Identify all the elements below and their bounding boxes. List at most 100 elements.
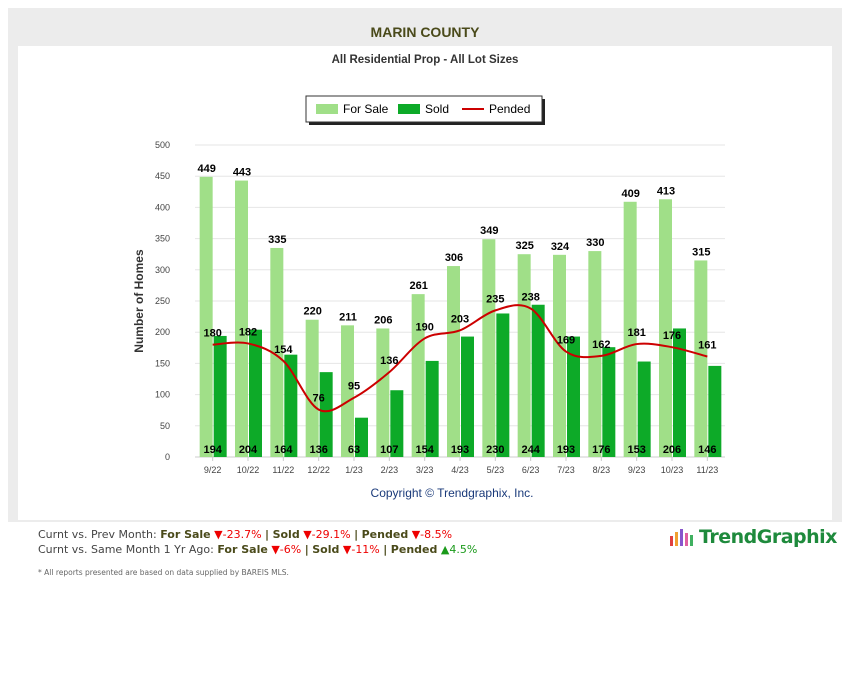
legend-label-pended: Pended [489, 102, 530, 116]
bar-for-sale [694, 260, 708, 457]
trendgraphix-logo[interactable]: TrendGraphix [668, 526, 837, 548]
data-label-pended: 154 [274, 344, 293, 356]
x-tick-label: 6/23 [522, 465, 540, 475]
data-label-sold: 136 [309, 444, 327, 456]
data-label-sold: 193 [451, 444, 469, 456]
for-sale-change: -23.7% [222, 528, 262, 541]
y-tick-label: 450 [155, 171, 170, 181]
x-tick-label: 12/22 [307, 465, 330, 475]
y-tick-label: 50 [160, 421, 170, 431]
bar-for-sale [553, 254, 566, 457]
bar-sold [390, 390, 404, 457]
data-label-sold: 164 [274, 444, 293, 456]
data-label-pended: 176 [663, 330, 681, 342]
data-label-for-sale: 449 [197, 163, 215, 175]
legend-label-sold: Sold [425, 102, 449, 116]
data-label-for-sale: 330 [586, 237, 604, 249]
data-label-for-sale: 349 [480, 225, 498, 237]
bar-sold [355, 417, 368, 457]
x-tick-label: 1/23 [345, 465, 363, 475]
data-label-sold: 244 [521, 444, 540, 456]
for-sale-label: For Sale [160, 528, 211, 541]
data-label-pended: 169 [557, 335, 575, 347]
stats-prev-month: Curnt vs. Prev Month: For Sale ▼-23.7% |… [38, 527, 477, 542]
data-label-pended: 162 [592, 339, 610, 351]
pended-change: 4.5% [449, 543, 478, 556]
footnote: * All reports presented are based on dat… [38, 568, 289, 577]
chart: 0 50 100 150 200 250 300 350 400 450 500 Number of … [132, 95, 725, 500]
line-pended [212, 304, 708, 413]
data-label-for-sale: 409 [621, 188, 639, 200]
x-tick-label: 9/23 [628, 465, 646, 475]
separator: | [304, 543, 309, 556]
page-title: MARIN COUNTY [370, 24, 480, 40]
for-sale-change: -6% [279, 543, 302, 556]
y-tick-label: 150 [155, 358, 170, 368]
x-tick-label: 11/23 [696, 465, 718, 475]
bar-for-sale [235, 180, 248, 457]
separator: | [265, 528, 270, 541]
data-label-sold: 154 [415, 444, 434, 456]
bar-for-sale [376, 328, 390, 457]
bar-sold [567, 336, 580, 457]
bar-sold [425, 360, 439, 457]
down-arrow-icon: ▼ [214, 528, 223, 541]
legend-swatch-for-sale [316, 104, 338, 114]
bar-sold [496, 313, 510, 457]
data-label-pended: 95 [348, 381, 360, 393]
down-arrow-icon: ▼ [303, 528, 312, 541]
y-tick-label: 200 [155, 327, 170, 337]
y-tick-label: 350 [155, 234, 170, 244]
data-label-for-sale: 211 [339, 311, 357, 323]
data-label-for-sale: 306 [445, 252, 463, 264]
bar-for-sale [199, 176, 213, 457]
data-label-for-sale: 315 [692, 246, 710, 258]
data-label-sold: 107 [380, 444, 398, 456]
data-label-pended: 203 [451, 313, 469, 325]
x-tick-label: 2/23 [381, 465, 399, 475]
bar-for-sale [270, 247, 284, 457]
data-label-pended: 238 [521, 291, 539, 303]
bar-for-sale [659, 199, 672, 457]
bar-for-sale [447, 266, 460, 457]
bar-sold [673, 328, 686, 457]
data-label-pended: 180 [203, 328, 221, 340]
data-label-pended: 76 [313, 393, 325, 405]
x-tick-label: 3/23 [416, 465, 434, 475]
data-label-for-sale: 220 [303, 306, 321, 318]
page-subtitle: All Residential Prop - All Lot Sizes [331, 54, 519, 66]
y-tick-label: 100 [155, 390, 170, 400]
data-label-for-sale: 325 [515, 240, 533, 252]
bar-sold [708, 365, 722, 457]
sold-label: Sold [272, 528, 300, 541]
bar-sold [213, 335, 227, 457]
data-label-pended: 190 [415, 321, 433, 333]
data-label-sold: 63 [348, 444, 360, 456]
y-tick-label: 0 [165, 452, 170, 462]
x-tick-label: 10/23 [661, 465, 684, 475]
data-label-for-sale: 324 [551, 241, 570, 253]
data-label-sold: 146 [698, 444, 716, 456]
data-label-pended: 136 [380, 355, 398, 367]
legend [305, 95, 543, 123]
x-tick-label: 5/23 [487, 465, 505, 475]
logo-bars-icon [670, 529, 693, 546]
data-label-sold: 230 [486, 444, 504, 456]
stats-year-ago: Curnt vs. Same Month 1 Yr Ago: For Sale … [38, 542, 477, 557]
x-tick-label: 10/22 [237, 465, 260, 475]
sold-change: -11% [351, 543, 380, 556]
data-label-pended: 235 [486, 293, 504, 305]
pended-label: Pended [361, 528, 409, 541]
data-label-for-sale: 261 [409, 280, 427, 292]
bar-for-sale [482, 239, 496, 457]
y-axis-label: Number of Homes [132, 249, 146, 353]
data-label-for-sale: 413 [657, 185, 675, 197]
data-label-pended: 181 [627, 327, 645, 339]
bar-for-sale [588, 251, 602, 457]
data-label-sold: 204 [239, 444, 258, 456]
data-label-sold: 193 [557, 444, 575, 456]
down-arrow-icon: ▼ [342, 543, 352, 556]
data-label-for-sale: 443 [233, 167, 251, 179]
bar-sold [602, 347, 616, 457]
stats-label: Curnt vs. Same Month 1 Yr Ago: [38, 543, 214, 556]
